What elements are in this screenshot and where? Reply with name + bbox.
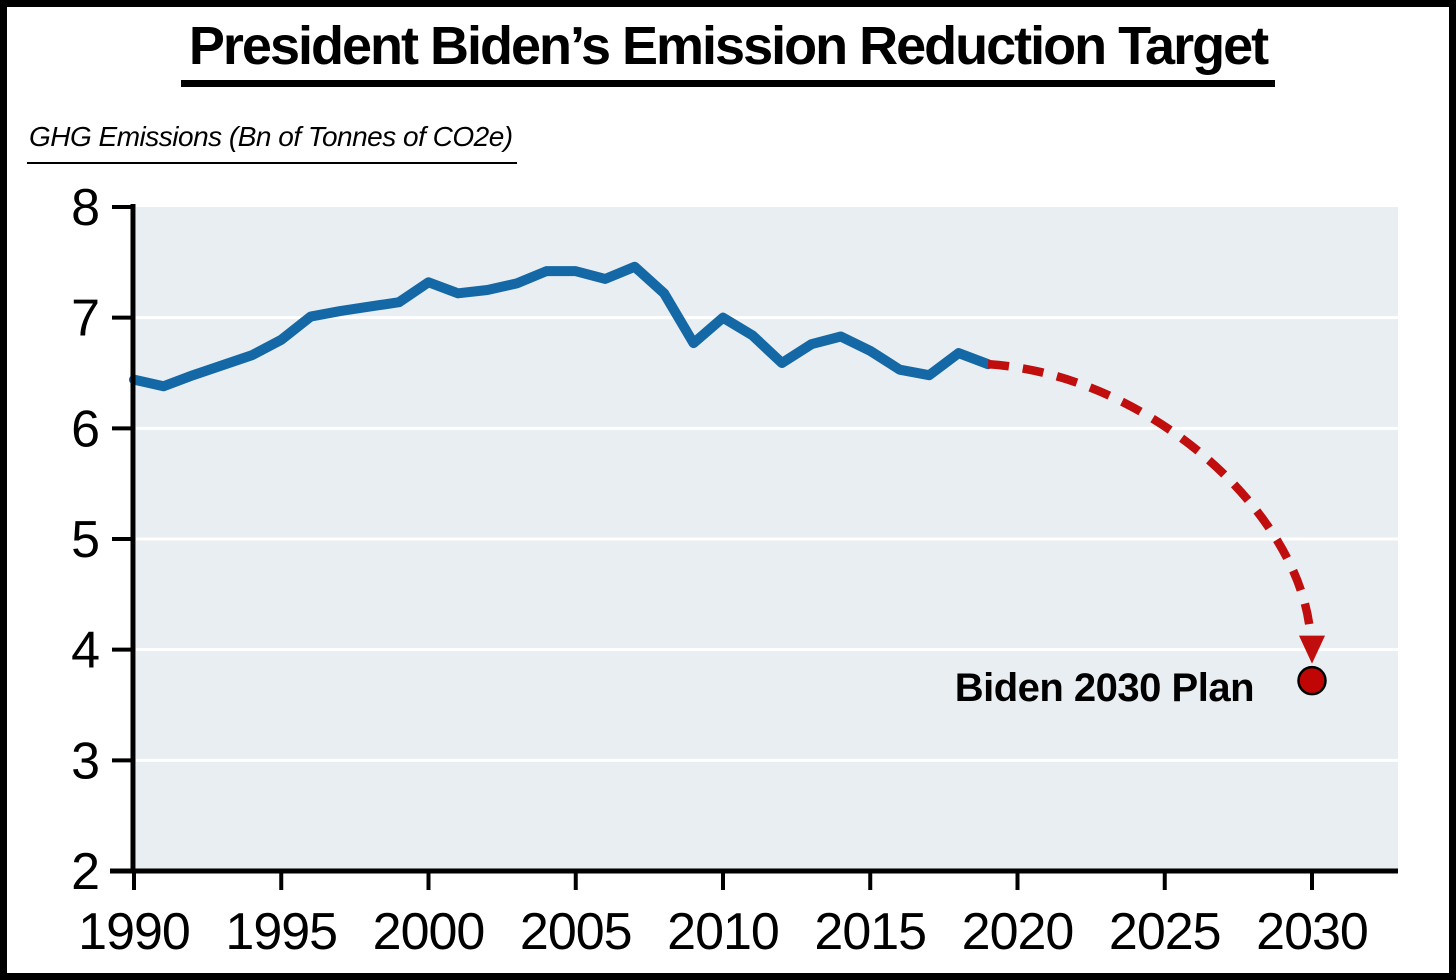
x-tick-label-1995: 1995 (225, 903, 337, 961)
target-dot (1297, 665, 1327, 696)
page-title: President Biden’s Emission Reduction Tar… (180, 18, 1276, 87)
x-tick-label-2025: 2025 (1109, 903, 1221, 961)
x-tick-label-2030: 2030 (1256, 903, 1368, 961)
projection-series (987, 359, 1327, 696)
x-tick-label-2020: 2020 (962, 903, 1074, 961)
target-annotation-label: Biden 2030 Plan (955, 666, 1254, 710)
projection-dashed-curve (987, 359, 1315, 632)
y-tick-label-6: 6 (71, 400, 99, 458)
y-tick-label-7: 7 (71, 290, 99, 348)
title-container: President Biden’s Emission Reduction Tar… (7, 18, 1449, 87)
x-tick-label-2010: 2010 (667, 903, 779, 961)
y-tick-label-4: 4 (71, 622, 99, 680)
x-tick-label-2000: 2000 (373, 903, 485, 961)
x-tick-label-1990: 1990 (78, 903, 190, 961)
axes (110, 204, 1398, 890)
y-tick-labels: 2 3 4 5 6 7 8 (71, 179, 100, 901)
projection-arrowhead-icon (1299, 635, 1325, 664)
x-tick-labels: 1990 1995 2000 2005 2010 2015 2020 2025 2030 (78, 903, 1369, 961)
history-series (129, 261, 994, 392)
y-tick-label-5: 5 (71, 511, 99, 569)
y-tick-label-8: 8 (71, 179, 99, 237)
y-tick-label-3: 3 (71, 732, 99, 790)
gridlines (136, 316, 1398, 762)
x-tick-label-2005: 2005 (520, 903, 632, 961)
history-line (129, 261, 994, 392)
x-tick-label-2015: 2015 (814, 903, 926, 961)
y-tick-label-2: 2 (71, 843, 99, 901)
y-axis-title: GHG Emissions (Bn of Tonnes of CO2e) (27, 121, 517, 164)
